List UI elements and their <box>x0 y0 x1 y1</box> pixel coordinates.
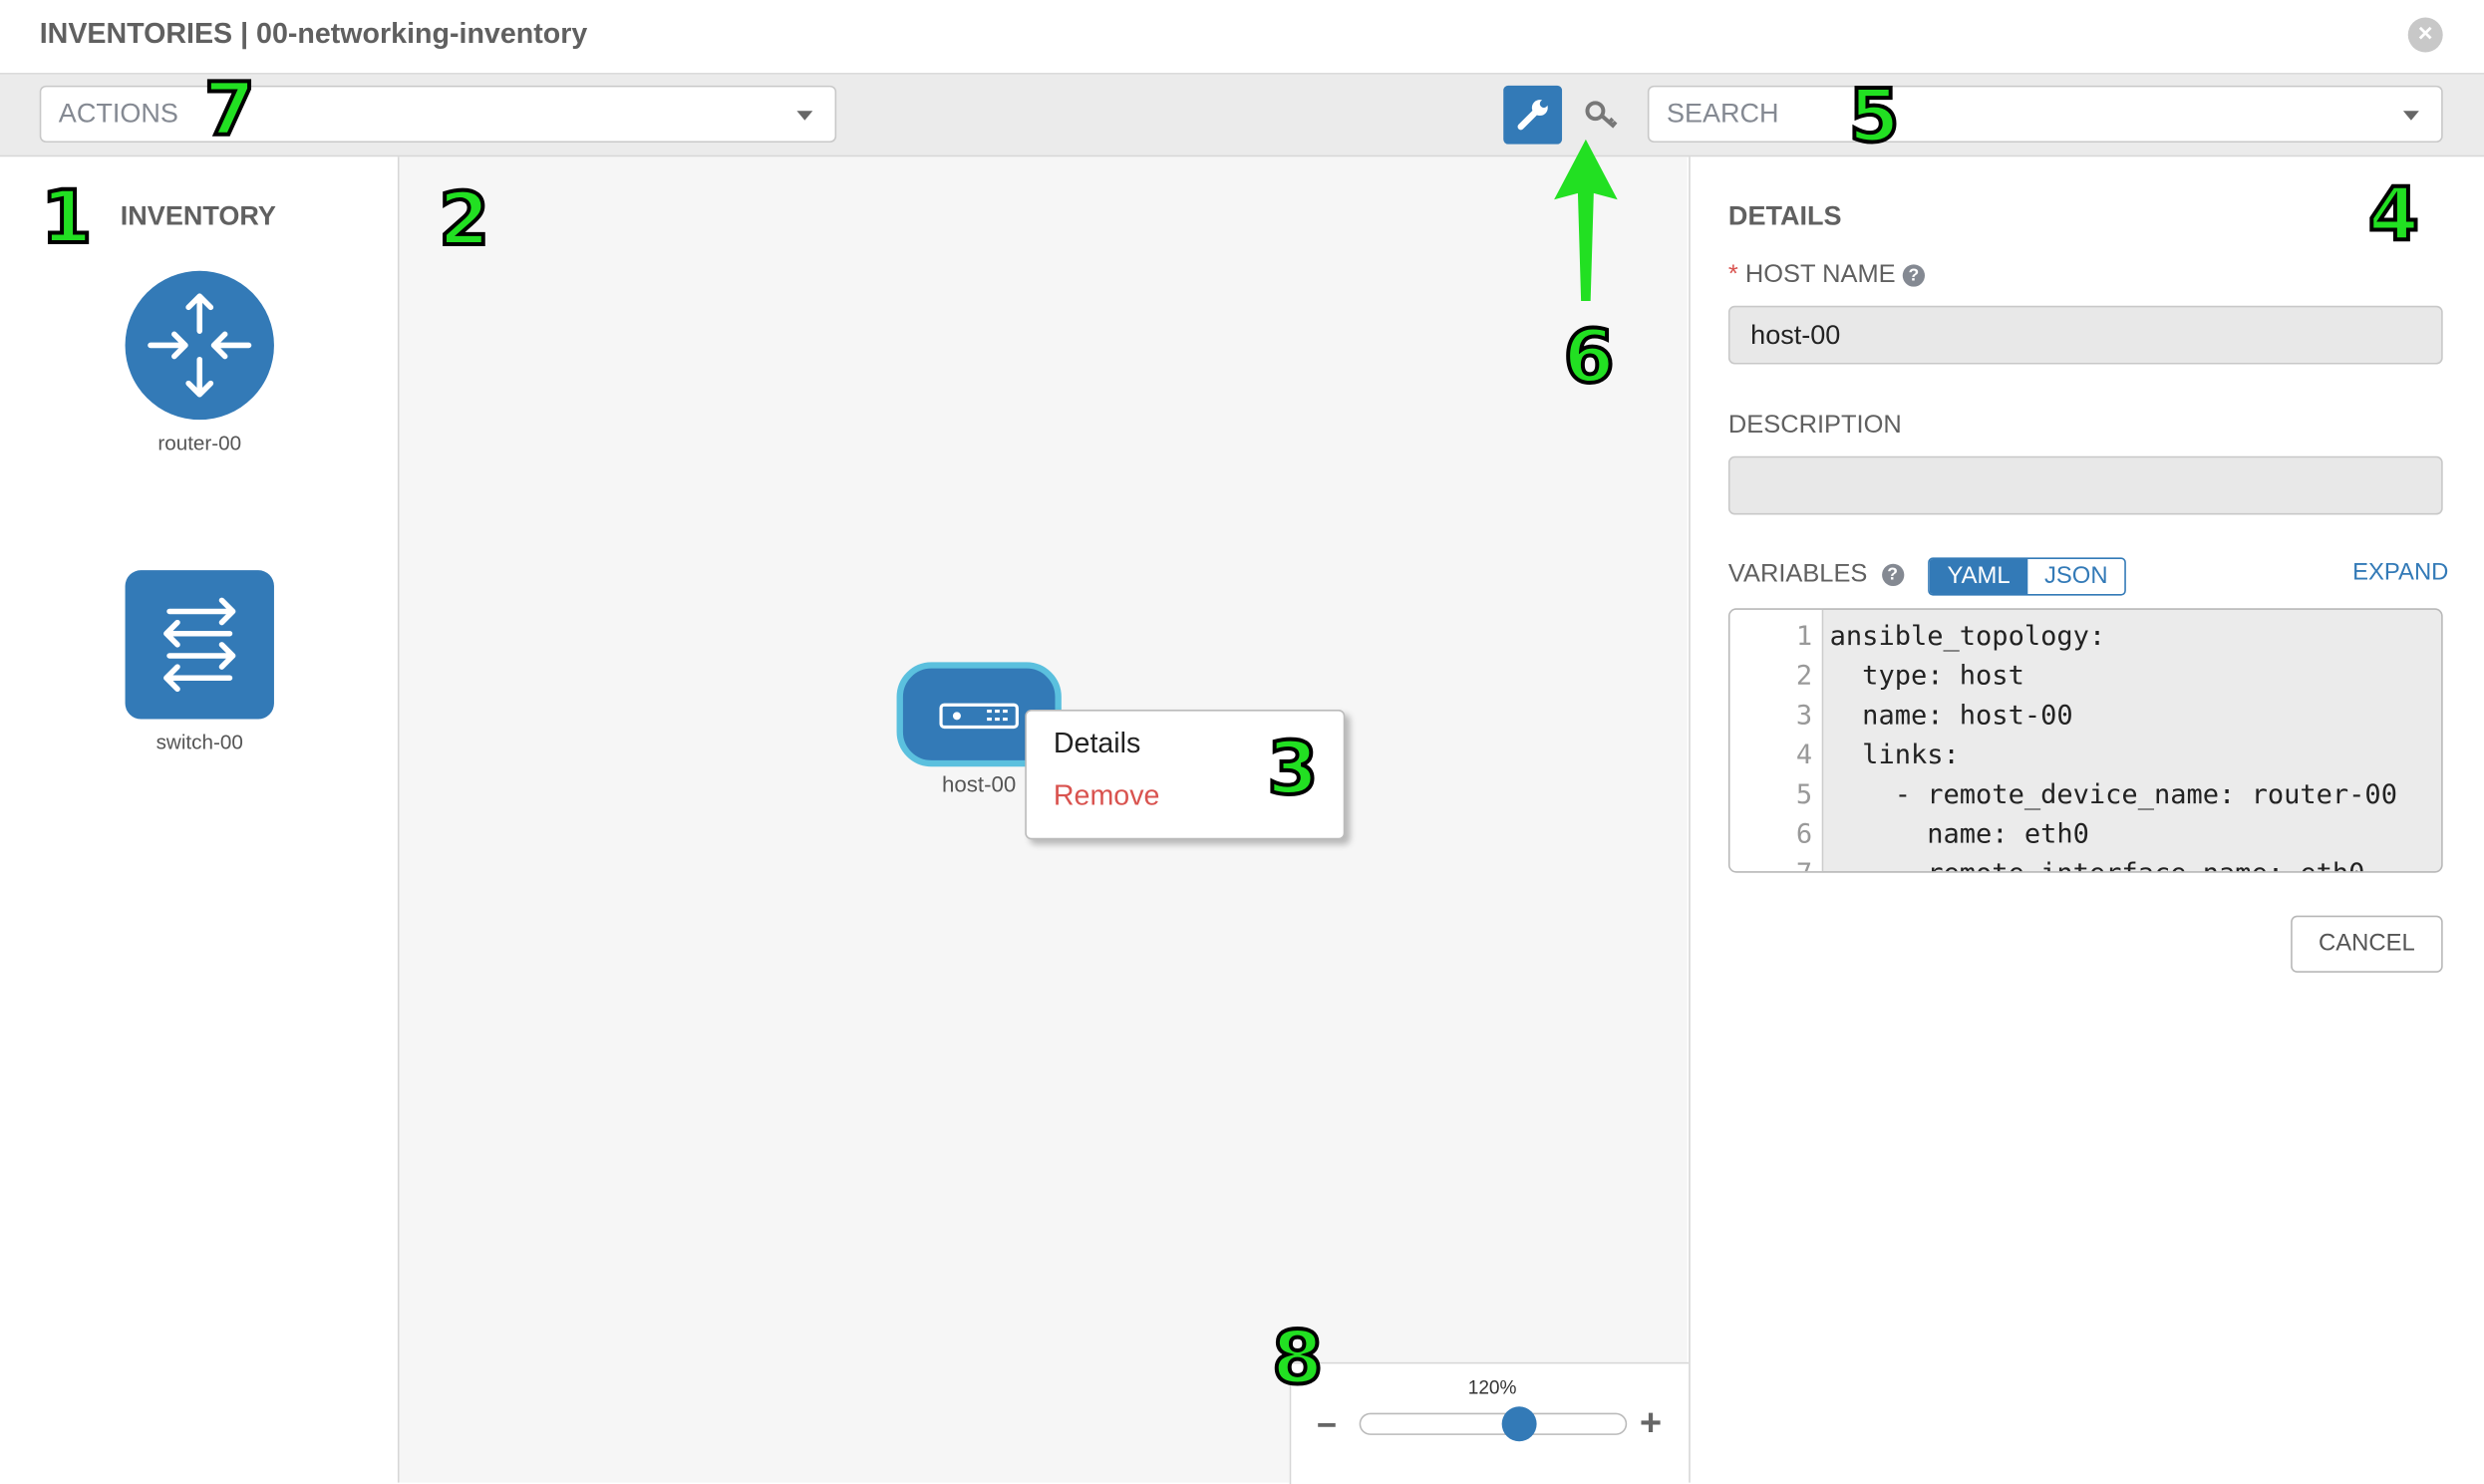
search-dropdown[interactable]: SEARCH <box>1647 85 2443 144</box>
description-label: DESCRIPTION <box>1727 412 1902 440</box>
annotation-arrow <box>1554 139 1618 301</box>
line-number: 2 <box>1795 660 1813 693</box>
format-toggle: YAML JSON <box>1928 557 2126 596</box>
annotation-4: 4 <box>2366 170 2421 257</box>
code-line: type: host <box>1829 660 2024 693</box>
cancel-button[interactable]: CANCEL <box>2291 915 2443 973</box>
switch-item[interactable] <box>125 570 274 720</box>
zoom-level: 120% <box>1467 1376 1517 1399</box>
description-input[interactable] <box>1727 455 2443 515</box>
variables-label: VARIABLES ? <box>1728 561 1904 590</box>
header: INVENTORIES | 00-networking-inventory × <box>0 0 2484 75</box>
help-icon[interactable]: ? <box>1881 563 1904 587</box>
host-name-label: * HOST NAME ? <box>1728 261 1925 290</box>
actions-dropdown[interactable]: ACTIONS <box>39 85 837 144</box>
zoom-slider[interactable] <box>1359 1412 1628 1435</box>
zoom-in-button[interactable]: + <box>1639 1401 1663 1445</box>
annotation-1: 1 <box>39 173 94 260</box>
zoom-out-button[interactable]: − <box>1316 1404 1338 1445</box>
code-line: ansible_topology: <box>1829 621 2106 653</box>
line-number: 6 <box>1795 818 1813 851</box>
annotation-2: 2 <box>437 175 491 262</box>
wrench-icon <box>1517 100 1548 131</box>
expand-link[interactable]: EXPAND <box>2352 559 2449 587</box>
annotation-3: 3 <box>1265 725 1320 811</box>
code-line: name: eth0 <box>1829 818 2089 851</box>
help-icon[interactable]: ? <box>1902 264 1925 287</box>
wrench-button[interactable] <box>1503 85 1563 145</box>
details-title: DETAILS <box>1727 200 1842 232</box>
line-number: 4 <box>1795 740 1813 771</box>
search-label: SEARCH <box>1666 98 1779 129</box>
annotation-6: 6 <box>1562 313 1617 400</box>
inventory-title: INVENTORY <box>120 200 276 232</box>
actions-label: ACTIONS <box>58 98 178 129</box>
variables-text: VARIABLES <box>1727 560 1868 588</box>
annotation-7: 7 <box>202 66 257 152</box>
zoom-control: 120% − + <box>1289 1361 1690 1484</box>
router-item[interactable] <box>125 270 274 421</box>
host-name-text: HOST NAME <box>1744 261 1896 289</box>
code-line: - remote_device_name: router-00 <box>1829 778 2397 811</box>
yaml-toggle[interactable]: YAML <box>1929 559 2028 594</box>
host-node-label: host-00 <box>942 770 1017 797</box>
menu-item-remove[interactable]: Remove <box>1053 778 1160 811</box>
line-number: 7 <box>1730 855 1812 871</box>
key-button[interactable] <box>1581 95 1622 136</box>
menu-item-details[interactable]: Details <box>1053 727 1141 759</box>
router-icon <box>148 293 252 398</box>
chevron-down-icon <box>2402 111 2419 121</box>
zoom-slider-thumb[interactable] <box>1501 1406 1537 1442</box>
line-number: 5 <box>1795 778 1813 811</box>
page-title: INVENTORIES | 00-networking-inventory <box>39 17 588 50</box>
line-number: 1 <box>1795 621 1813 653</box>
line-number: 3 <box>1795 700 1813 733</box>
line-gutter <box>1729 609 1824 872</box>
close-icon[interactable]: × <box>2407 17 2443 53</box>
annotation-8: 8 <box>1270 1315 1325 1400</box>
annotation-5: 5 <box>1847 73 1902 158</box>
code-line: name: host-00 <box>1829 700 2073 733</box>
variables-editor[interactable]: 1 ansible_topology: 2 type: host 3 name: ho… <box>1727 608 2443 873</box>
inventory-panel: INVENTORY router-00 switch-00 <box>0 156 400 1483</box>
json-toggle[interactable]: JSON <box>2043 562 2108 590</box>
host-name-input[interactable]: host-00 <box>1727 305 2443 365</box>
router-label: router-00 <box>157 431 242 455</box>
chevron-down-icon <box>796 111 813 121</box>
host-server-icon <box>939 703 1019 730</box>
code-line: remote_interface_name: eth0 <box>1830 855 2364 871</box>
required-mark: * <box>1727 261 1738 289</box>
context-menu: Details Remove <box>1025 710 1346 840</box>
code-line: links: <box>1829 740 1960 771</box>
key-icon <box>1585 101 1618 129</box>
switch-icon <box>163 597 236 693</box>
switch-label: switch-00 <box>155 730 243 754</box>
